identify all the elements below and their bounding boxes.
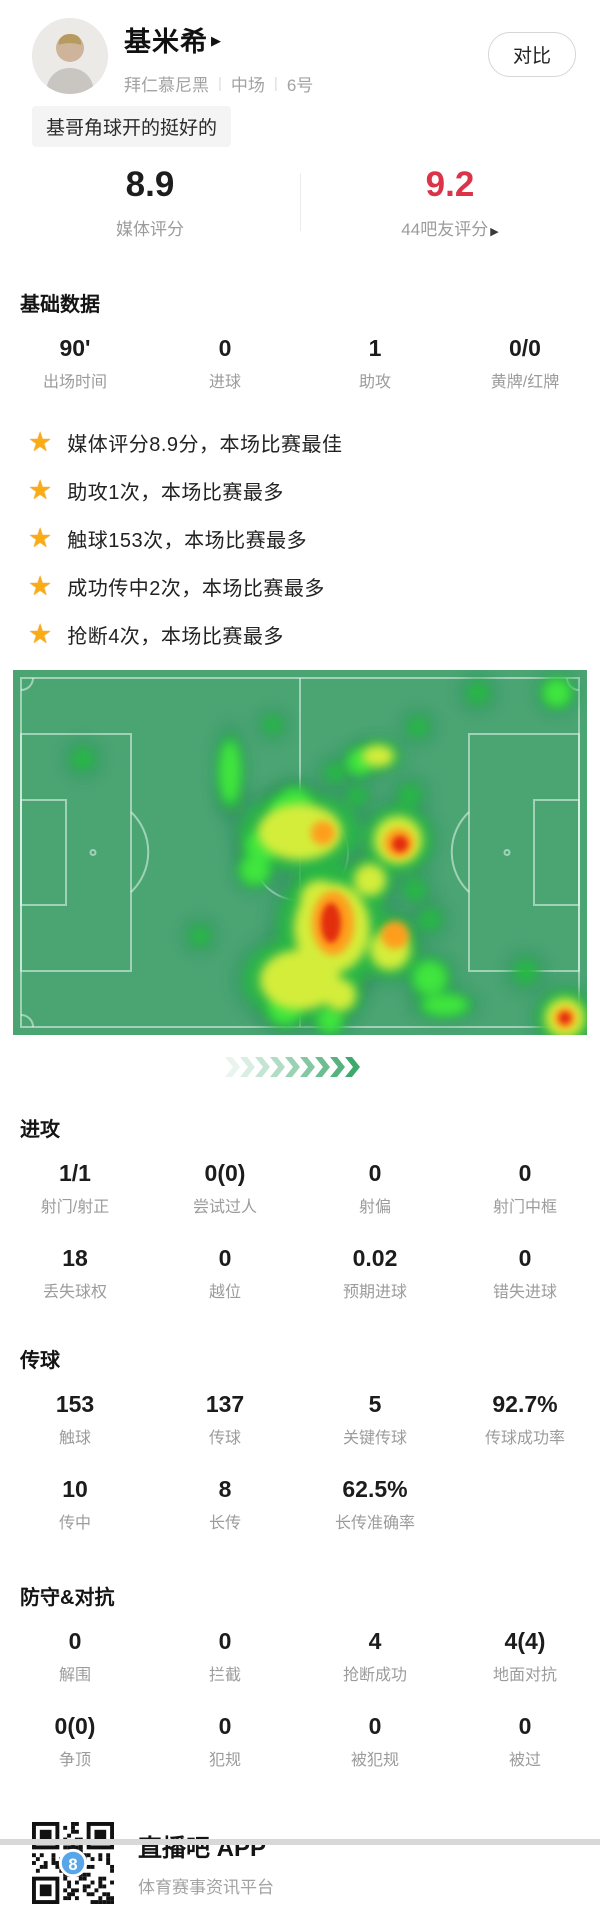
passing-grid: 153 触球 137 传球 5 关键传球 92.7% 传球成功率 10 传中 8…	[0, 1391, 600, 1533]
ratings-row: 8.9 媒体评分 9.2 44吧友评分 ▶	[0, 165, 600, 240]
highlight-item: ★ 媒体评分8.9分，本场比赛最佳	[28, 426, 343, 457]
team-name: 拜仁慕尼黑	[124, 76, 209, 95]
section-basic-data: 基础数据 90' 出场时间 0 进球 1 助攻 0/0 黄牌/红牌	[0, 288, 600, 392]
fans-rating[interactable]: 9.2 44吧友评分 ▶	[300, 165, 600, 240]
compare-button[interactable]: 对比	[487, 32, 576, 77]
media-rating-value: 8.9	[125, 165, 175, 204]
chevron-right-icon: ▶	[490, 226, 499, 238]
stat-pass-accuracy: 92.7% 传球成功率	[484, 1391, 565, 1447]
highlight-item: ★ 抢断4次，本场比赛最多	[28, 618, 284, 649]
player-name: 基米希	[124, 27, 208, 57]
fans-rating-value: 9.2	[425, 165, 475, 204]
stat-shots-off: 0 射偏	[358, 1160, 391, 1216]
fans-rating-label: 44吧友评分 ▶	[401, 220, 499, 239]
attack-title: 进攻	[20, 1119, 60, 1141]
stat-dribbles: 0(0) 尝试过人	[192, 1160, 257, 1216]
shirt-number: 6号	[286, 76, 314, 95]
stat-aerial-duels: 0(0) 争顶	[54, 1713, 96, 1769]
attack-grid: 1/1 射门/射正 0(0) 尝试过人 0 射偏 0 射门中框 18 丢失球权 …	[0, 1160, 600, 1302]
stat-clearances: 0 解围	[58, 1628, 91, 1684]
chevron-right-icon: ▶	[211, 33, 221, 48]
meta-separator: |	[218, 75, 222, 92]
section-defense: 防守&对抗 0 解围 0 拦截 4 抢断成功 4(4) 地面对抗 0(0) 争顶…	[0, 1581, 600, 1770]
stat-crosses: 10 传中	[58, 1476, 91, 1532]
stat-fouled: 0 被犯规	[350, 1713, 399, 1769]
player-meta: 拜仁慕尼黑 | 中场 | 6号	[124, 71, 488, 96]
bottom-edge-bar	[0, 1839, 600, 1845]
stat-possession-lost: 18 丢失球权	[42, 1245, 107, 1301]
stat-long-balls: 8 长传	[208, 1476, 241, 1532]
section-passing: 传球 153 触球 137 传球 5 关键传球 92.7% 传球成功率 10 传…	[0, 1344, 600, 1533]
basic-data-grid: 90' 出场时间 0 进球 1 助攻 0/0 黄牌/红牌	[0, 335, 600, 392]
highlight-item: ★ 触球153次，本场比赛最多	[28, 522, 308, 553]
player-header: 基米希 ▶ 拜仁慕尼黑 | 中场 | 6号 对比	[0, 0, 600, 96]
meta-separator: |	[273, 75, 278, 92]
stat-offsides: 0 越位	[208, 1245, 241, 1301]
stat-dribbled-past: 0 被过	[508, 1713, 541, 1769]
app-tagline: 体育赛事资讯平台	[138, 1878, 274, 1897]
svg-text:8: 8	[68, 1855, 77, 1874]
defense-grid: 0 解围 0 拦截 4 抢断成功 4(4) 地面对抗 0(0) 争顶 0 犯规 …	[0, 1628, 600, 1770]
app-name: 直播吧 APP	[138, 1835, 267, 1862]
highlight-item: ★ 成功传中2次，本场比赛最多	[28, 570, 325, 601]
stat-tackles-won: 4 抢断成功	[342, 1628, 407, 1684]
chevrons-decoration	[0, 1057, 600, 1079]
stat-touches: 153 触球	[55, 1391, 95, 1447]
stat-ground-duels: 4(4) 地面对抗	[492, 1628, 557, 1684]
stat-interceptions: 0 拦截	[208, 1628, 241, 1684]
comment-tag: 基哥角球开的挺好的	[32, 106, 232, 147]
chevron-arrows-icon	[225, 1057, 360, 1077]
highlight-item: ★ 助攻1次，本场比赛最多	[28, 474, 284, 505]
stat-shots: 1/1 射门/射正	[40, 1160, 110, 1216]
stat-long-ball-accuracy: 62.5% 长传准确率	[334, 1476, 415, 1532]
star-icon: ★	[28, 474, 53, 505]
star-icon: ★	[28, 618, 53, 649]
star-icon: ★	[28, 426, 53, 457]
media-rating: 8.9 媒体评分	[0, 165, 300, 240]
player-name-link[interactable]: 基米希 ▶	[124, 20, 488, 59]
basic-data-title: 基础数据	[20, 294, 100, 316]
stat-assists: 1 助攻	[358, 335, 391, 391]
football-pitch	[13, 670, 587, 1035]
star-icon: ★	[28, 522, 53, 553]
stat-shots-woodwork: 0 射门中框	[492, 1160, 557, 1216]
stat-missed-chances: 0 错失进球	[492, 1245, 557, 1301]
player-position: 中场	[230, 76, 265, 95]
stat-key-passes: 5 关键传球	[342, 1391, 407, 1447]
qr-code: 8	[32, 1822, 114, 1904]
star-icon: ★	[28, 570, 53, 601]
ratings-divider	[300, 173, 301, 231]
section-attack: 进攻 1/1 射门/射正 0(0) 尝试过人 0 射偏 0 射门中框 18 丢失…	[0, 1113, 600, 1302]
passing-title: 传球	[20, 1350, 60, 1372]
app-footer: 8 直播吧 APP 体育赛事资讯平台	[32, 1822, 600, 1904]
stat-minutes: 90' 出场时间	[42, 335, 107, 391]
stat-cards: 0/0 黄牌/红牌	[490, 335, 560, 391]
stat-fouls: 0 犯规	[208, 1713, 241, 1769]
stat-xg: 0.02 预期进球	[342, 1245, 407, 1301]
defense-title: 防守&对抗	[20, 1587, 115, 1609]
highlight-list: ★ 媒体评分8.9分，本场比赛最佳 ★ 助攻1次，本场比赛最多 ★ 触球153次…	[0, 418, 600, 658]
media-rating-label: 媒体评分	[116, 220, 184, 239]
player-avatar	[32, 18, 108, 94]
avatar-placeholder-icon	[32, 18, 108, 94]
stat-passes: 137 传球	[205, 1391, 245, 1447]
touch-heatmap	[13, 670, 587, 1035]
stat-goals: 0 进球	[208, 335, 241, 391]
